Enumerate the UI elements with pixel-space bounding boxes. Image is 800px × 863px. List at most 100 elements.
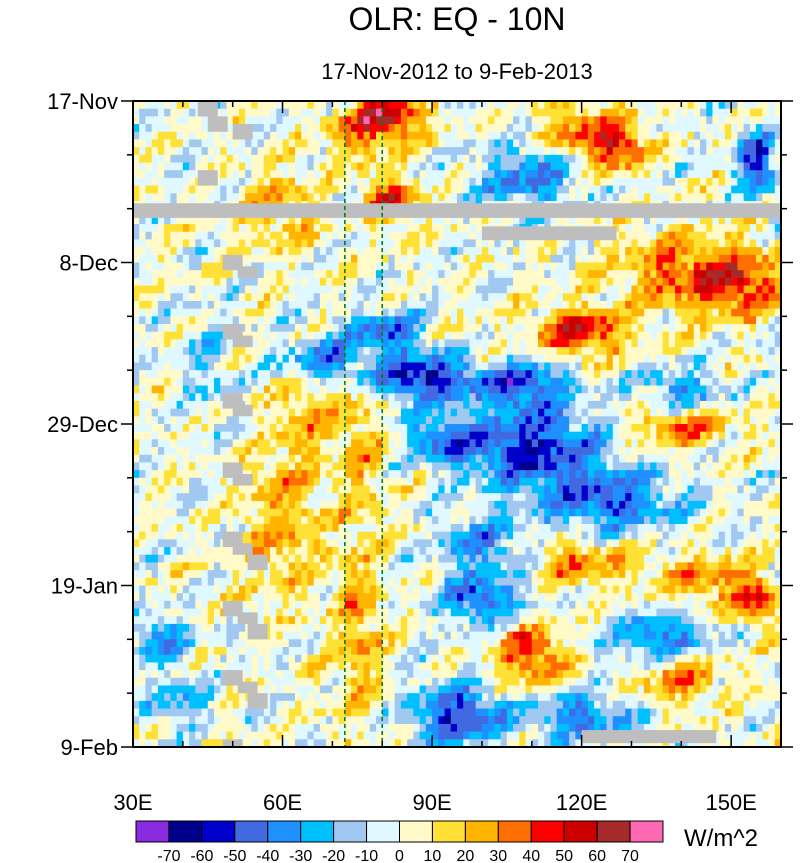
- heat-cell: [201, 339, 209, 348]
- heat-cell: [295, 393, 302, 402]
- heat-cell: [157, 416, 165, 425]
- heat-cell: [612, 124, 620, 133]
- heat-cell: [737, 447, 745, 456]
- heat-cell: [631, 362, 639, 371]
- heat-cell: [594, 116, 601, 125]
- heat-cell: [245, 185, 252, 194]
- heat-cell: [612, 354, 620, 364]
- heat-cell: [201, 262, 209, 271]
- heat-cell: [419, 293, 427, 302]
- heat-cell: [625, 347, 633, 356]
- heat-cell: [718, 331, 726, 340]
- heat-cell: [594, 147, 601, 156]
- heat-cell: [413, 254, 421, 264]
- heat-cell: [263, 339, 271, 348]
- heat-cell: [195, 124, 203, 133]
- heat-cell: [656, 316, 664, 325]
- heat-cell: [326, 185, 333, 194]
- heat-cell: [450, 147, 458, 156]
- heat-cell: [313, 185, 321, 194]
- heat-cell: [438, 285, 446, 294]
- heat-cell: [151, 154, 159, 164]
- heat-cell: [712, 162, 720, 171]
- heat-cell: [288, 216, 296, 225]
- heat-cell: [762, 385, 770, 394]
- heat-cell: [182, 308, 190, 317]
- heat-cell: [650, 362, 657, 371]
- heat-cell: [232, 277, 240, 287]
- heat-cell: [301, 239, 309, 248]
- heat-cell: [276, 424, 284, 433]
- heat-cell: [251, 324, 259, 333]
- heat-cell: [743, 262, 751, 271]
- heat-cell: [363, 147, 371, 156]
- heat-cell: [731, 239, 738, 248]
- heat-cell: [706, 362, 714, 371]
- heat-cell: [606, 277, 614, 287]
- heat-cell: [494, 300, 502, 310]
- heat-cell: [749, 185, 757, 194]
- heat-cell: [457, 324, 464, 333]
- heat-cell: [195, 216, 203, 225]
- heat-cell: [326, 424, 333, 433]
- heat-cell: [724, 262, 732, 271]
- heat-cell: [220, 239, 228, 248]
- heat-cell: [575, 293, 583, 302]
- heat-cell: [662, 108, 670, 117]
- heat-cell: [326, 131, 333, 141]
- heat-cell: [282, 431, 290, 440]
- heat-cell: [157, 308, 165, 317]
- heat-cell: [388, 247, 396, 256]
- heat-cell: [326, 231, 333, 241]
- heat-cell: [774, 354, 781, 364]
- heat-cell: [319, 254, 327, 264]
- heat-cell: [587, 408, 595, 417]
- heat-cell: [263, 108, 271, 117]
- heat-cell: [170, 370, 178, 379]
- heat-cell: [756, 216, 763, 225]
- heat-cell: [749, 154, 757, 164]
- heat-cell: [475, 124, 483, 133]
- heat-cell: [307, 108, 315, 117]
- heat-cell: [762, 454, 770, 464]
- heat-cell: [774, 300, 781, 310]
- heat-cell: [494, 108, 502, 117]
- heat-cell: [469, 331, 477, 340]
- heat-cell: [575, 431, 583, 440]
- heat-cell: [625, 308, 633, 317]
- heat-cell: [581, 170, 589, 179]
- heat-cell: [600, 439, 608, 448]
- heat-cell: [612, 131, 620, 141]
- heat-cell: [749, 316, 757, 325]
- heat-cell: [207, 439, 215, 448]
- heat-cell: [351, 254, 358, 264]
- heat-cell: [245, 370, 252, 379]
- heat-cell: [681, 377, 689, 387]
- heat-cell: [718, 324, 726, 333]
- heat-cell: [182, 447, 190, 456]
- heat-cell: [650, 162, 657, 171]
- heat-cell: [145, 331, 153, 340]
- heat-cell: [706, 139, 714, 148]
- heat-cell: [712, 408, 720, 417]
- heat-cell: [562, 324, 570, 333]
- heat-cell: [581, 439, 589, 448]
- heat-cell: [351, 170, 358, 179]
- heat-cell: [226, 247, 234, 256]
- heat-cell: [569, 124, 576, 133]
- heat-cell: [326, 254, 333, 264]
- heat-cell: [531, 424, 539, 433]
- heat-cell: [257, 385, 265, 394]
- heat-cell: [388, 385, 396, 394]
- heat-cell: [737, 177, 745, 187]
- heat-cell: [444, 185, 452, 194]
- heat-cell: [189, 308, 196, 317]
- heat-cell: [768, 362, 776, 371]
- heat-cell: [257, 285, 265, 294]
- heat-cell: [731, 162, 738, 171]
- heat-cell: [276, 224, 284, 233]
- heat-cell: [238, 370, 246, 379]
- heat-cell: [525, 285, 533, 294]
- heat-cell: [388, 177, 396, 187]
- heat-cell: [151, 300, 159, 310]
